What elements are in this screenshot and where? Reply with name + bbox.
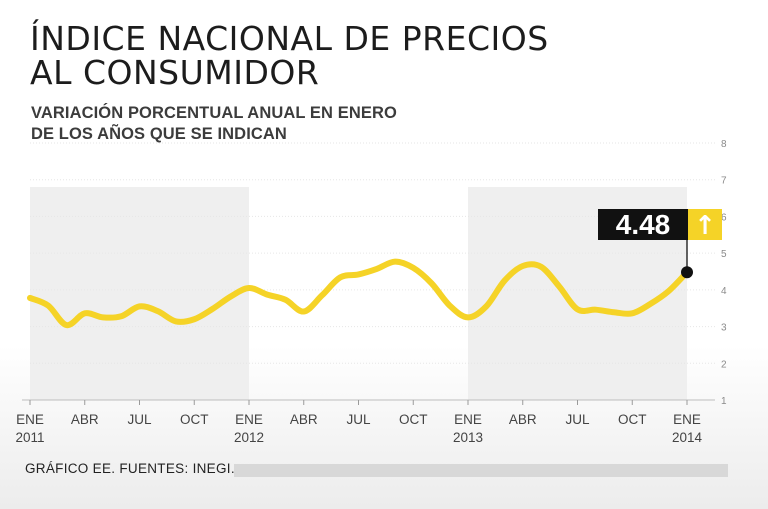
source-rule [234,464,728,477]
y-tick-label: 8 [721,139,727,150]
x-tick-label: ENE 2012 [234,412,264,445]
y-tick-label: 3 [721,323,727,334]
callout-arrow-box [688,209,722,240]
chart-title-line-1: ÍNDICE NACIONAL DE PRECIOS [30,19,549,58]
series-line-inpc [27,258,690,329]
x-tick-month: OCT [618,412,647,427]
up-arrow-icon: ↑ [694,211,716,241]
x-tick-month: JUL [127,412,151,427]
x-tick-label: OCT [180,412,209,427]
y-tick-label: 4 [721,286,727,297]
x-tick-month: OCT [180,412,209,427]
y-tick-label: 6 [721,212,727,223]
chart-title-line-2: AL CONSUMIDOR [30,53,320,92]
x-tick-label: ENE 2014 [672,412,703,445]
shaded-band-2011 [30,187,249,400]
x-tick-year: 2014 [672,430,703,445]
x-tick-label: ABR [290,412,318,427]
x-tick-month: ENE [673,412,701,427]
x-tick-label: OCT [618,412,647,427]
y-tick-label: 7 [721,176,727,187]
callout-value-box [598,209,688,240]
x-tick-month: ABR [290,412,318,427]
x-tick-label: ENE 2013 [453,412,483,445]
x-tick-year: 2011 [15,430,44,445]
y-tick-label: 5 [721,249,727,260]
y-tick-label: 2 [721,359,727,370]
x-tick-month: JUL [346,412,370,427]
x-tick-month: OCT [399,412,428,427]
x-tick-year: 2012 [234,430,264,445]
callout-value: 4.48 [616,209,671,240]
x-tick-month: ENE [16,412,44,427]
x-tick-year: 2013 [453,430,483,445]
x-tick-month: ABR [71,412,99,427]
x-tick-label: ENE 2011 [15,412,44,445]
source-note: GRÁFICO EE. FUENTES: INEGI. [25,461,235,476]
chart-subtitle: VARIACIÓN PORCENTUAL ANUAL EN ENERO DE L… [31,103,397,145]
x-tick-label: JUL [127,412,151,427]
x-tick-label: JUL [346,412,370,427]
chart-subtitle-line-1: VARIACIÓN PORCENTUAL ANUAL EN ENERO [31,104,397,122]
x-tick-month: JUL [565,412,589,427]
x-tick-label: OCT [399,412,428,427]
y-tick-label: 1 [721,396,727,407]
x-tick-label: ABR [509,412,537,427]
x-tick-label: JUL [565,412,589,427]
chart-subtitle-line-2: DE LOS AÑOS QUE SE INDICAN [31,125,287,143]
x-tick-month: ABR [509,412,537,427]
x-tick-month: ENE [454,412,482,427]
x-tick-label: ABR [71,412,99,427]
chart-title: ÍNDICE NACIONAL DE PRECIOS AL CONSUMIDOR [30,22,549,90]
x-tick-month: ENE [235,412,263,427]
highlight-point [681,266,693,279]
